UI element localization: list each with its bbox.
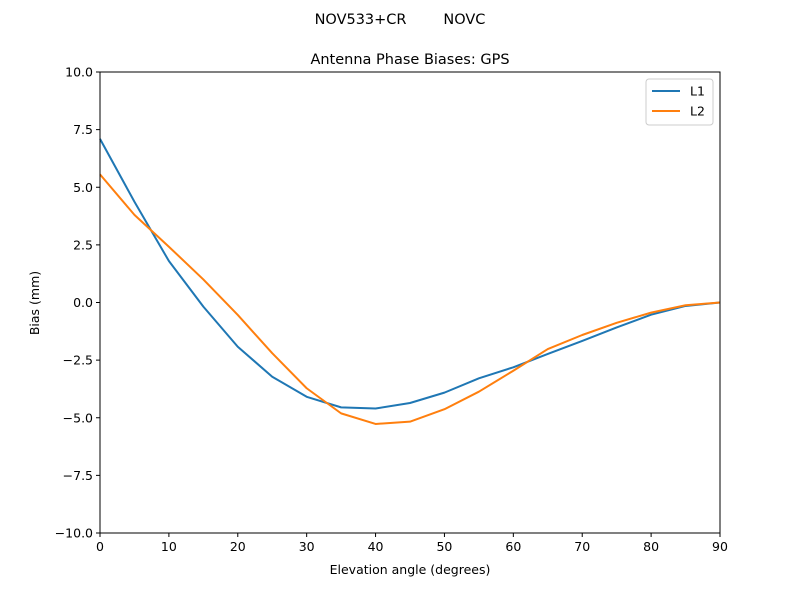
y-tick-label: 5.0	[73, 180, 93, 195]
y-tick-label: 10.0	[65, 65, 93, 80]
y-tick-label: −2.5	[63, 353, 93, 368]
series-line-l1	[99, 138, 721, 410]
plot-frame	[99, 71, 721, 534]
chart-title: Antenna Phase Biases: GPS	[310, 52, 509, 68]
legend-label-l2: L2	[690, 104, 705, 119]
y-tick-label: −7.5	[63, 468, 93, 483]
x-tick-label: 10	[161, 539, 177, 554]
y-tick-label: 0.0	[73, 295, 93, 310]
x-tick-label: 0	[96, 539, 104, 554]
x-tick-label: 90	[712, 539, 728, 554]
y-tick-label: −5.0	[63, 410, 93, 425]
y-tick-label: 7.5	[73, 122, 93, 137]
y-axis-label: Bias (mm)	[27, 271, 42, 335]
x-tick-label: 80	[643, 539, 659, 554]
x-tick-label: 70	[574, 539, 590, 554]
y-tick-label: 2.5	[73, 237, 93, 252]
x-tick-label: 30	[299, 539, 315, 554]
x-tick-label: 20	[230, 539, 246, 554]
legend-label-l1: L1	[690, 84, 705, 99]
series-line-l2	[99, 173, 721, 425]
x-tick-label: 50	[436, 539, 452, 554]
chart-suptitle: NOV533+CR NOVC	[315, 12, 486, 28]
x-tick-label: 40	[368, 539, 384, 554]
x-tick-label: 60	[505, 539, 521, 554]
x-axis-label: Elevation angle (degrees)	[330, 562, 491, 577]
y-tick-label: −10.0	[55, 526, 93, 541]
